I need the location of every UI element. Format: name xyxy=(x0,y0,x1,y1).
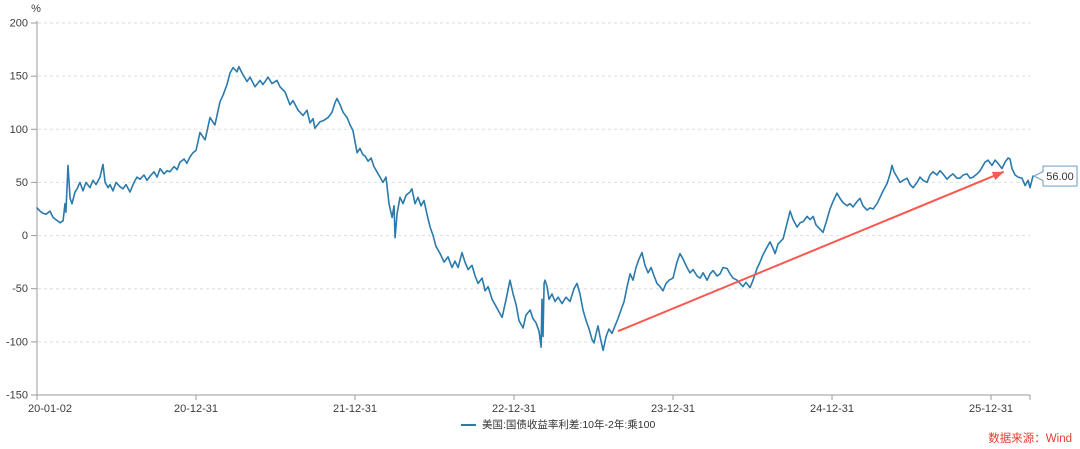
gridlines xyxy=(38,22,1030,343)
y-axis-tick-label: 150 xyxy=(10,71,28,83)
series-line-path xyxy=(36,65,1034,352)
legend-label: 美国:国债收益率利差:10年-2年:乘100 xyxy=(482,419,656,431)
x-axis-tick-label: 24-12-31 xyxy=(810,403,854,415)
axes xyxy=(31,21,1031,400)
x-axis-tick-label: 23-12-31 xyxy=(651,403,695,415)
legend: 美国:国债收益率利差:10年-2年:乘100 xyxy=(461,417,655,432)
x-axis-tick-label: 25-12-31 xyxy=(969,403,1013,415)
y-axis-tick-label: 50 xyxy=(16,177,28,189)
y-axis-tick-label: 100 xyxy=(10,124,28,136)
x-axis-tick-label: 21-12-31 xyxy=(333,403,377,415)
legend-line-marker xyxy=(461,423,476,426)
x-axis-tick-label: 20-01-02 xyxy=(28,403,72,415)
y-axis-tick-label: 200 xyxy=(10,18,28,30)
y-axis-tick-label: -150 xyxy=(6,390,28,402)
trend-arrow-line xyxy=(617,170,1005,333)
data-source-label: 数据来源：Wind xyxy=(988,433,1072,445)
x-axis-tick-label: 20-12-31 xyxy=(174,403,218,415)
callout-value-label: 56.00 xyxy=(1046,171,1074,183)
trend-arrow xyxy=(617,170,1005,333)
x-axis-tick-label: 22-12-31 xyxy=(492,403,536,415)
y-axis-tick-label: -50 xyxy=(12,283,28,295)
y-axis-unit-label: % xyxy=(31,3,41,15)
trend-arrow-head xyxy=(991,171,1004,181)
value-callout: 56.00 xyxy=(1033,165,1078,187)
y-axis-tick-label: 0 xyxy=(22,230,28,242)
series-layer xyxy=(36,65,1034,352)
callout-bubble xyxy=(1033,165,1078,187)
y-axis-tick-label: -100 xyxy=(6,336,28,348)
